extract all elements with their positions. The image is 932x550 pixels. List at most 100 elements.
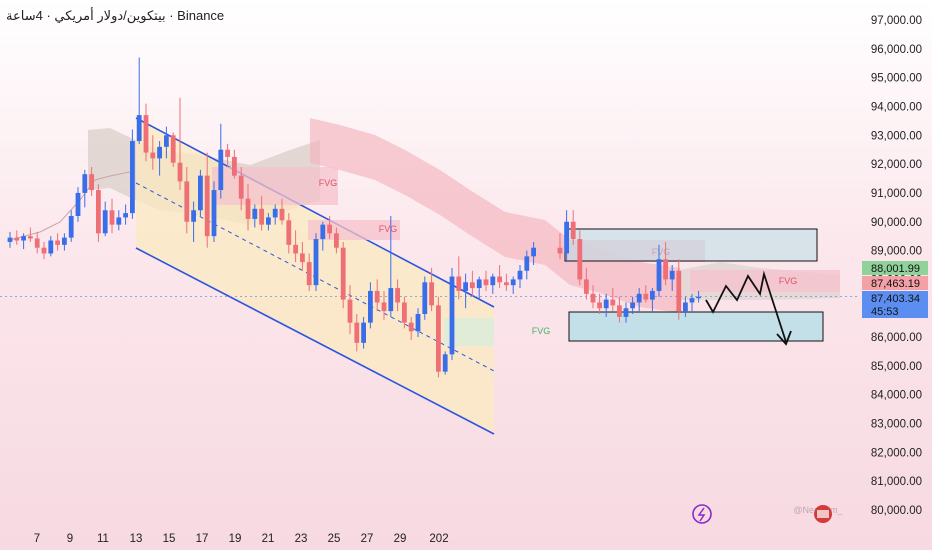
candle-body [34, 238, 40, 248]
candle-body [259, 208, 264, 225]
candle-body [89, 174, 94, 191]
candle-body [327, 224, 332, 234]
candle-body [476, 279, 482, 289]
candle-body [623, 308, 629, 317]
date-tick-label: 23 [295, 533, 308, 545]
price-tag-bg [862, 304, 928, 318]
candle-body [300, 253, 305, 263]
date-tick-label: 11 [97, 533, 109, 545]
candle-body [442, 354, 448, 372]
candle-body [617, 305, 622, 317]
channel-lower-line [135, 247, 495, 435]
candle-body [429, 282, 434, 306]
price-tag-label: 45:53 [871, 306, 899, 318]
candle-body [28, 236, 33, 239]
date-tick-label: 21 [262, 533, 275, 545]
fvg-label: FVG [319, 178, 338, 188]
candle-body [463, 282, 468, 291]
candle-body [116, 217, 122, 225]
candle-body [676, 270, 682, 312]
candle-body [436, 305, 441, 372]
candle-body [689, 298, 695, 303]
candle-body [238, 175, 244, 199]
candle-body [14, 237, 20, 241]
candle-body [286, 220, 292, 245]
candle-body [696, 296, 701, 299]
candle-body [177, 162, 183, 182]
date-tick-label: 202 [429, 533, 448, 545]
date-tick-label: 25 [328, 533, 341, 545]
price-tick-label: 94,000.00 [871, 101, 922, 113]
candle-body [374, 290, 380, 303]
candle-body [245, 198, 251, 219]
date-tick-label: 27 [361, 533, 374, 545]
candle-body [388, 288, 394, 312]
price-tick-label: 93,000.00 [871, 130, 922, 142]
candle-body [449, 276, 455, 355]
candle-body [211, 190, 217, 237]
candle-body [564, 221, 569, 254]
candle-body [150, 152, 156, 159]
candle-body [510, 279, 516, 286]
candle-body [656, 259, 662, 291]
fvg-label: FVG [779, 276, 798, 286]
candle-body [422, 282, 428, 314]
candle-body [557, 247, 563, 254]
candle-body [41, 247, 47, 254]
candle-body [62, 237, 67, 245]
candle-body [663, 259, 668, 280]
candle-body [643, 293, 649, 300]
fvg-box [690, 270, 840, 292]
candle-body [130, 141, 135, 214]
candle-body [524, 256, 530, 271]
supply-zone-box [564, 228, 818, 262]
candle-body [490, 276, 496, 286]
candle-body [55, 240, 60, 245]
date-tick-label: 19 [229, 533, 242, 545]
candle-body [306, 262, 312, 286]
date-tick-label: 29 [394, 533, 407, 545]
candle-body [347, 299, 353, 323]
candle-body [650, 290, 655, 300]
candle-body [218, 149, 224, 191]
candle-body [225, 149, 230, 157]
candle-body [483, 279, 489, 286]
price-tick-label: 92,000.00 [871, 159, 922, 171]
candle-body [198, 175, 203, 211]
price-tick-label: 91,000.00 [871, 188, 922, 200]
price-tick-label: 96,000.00 [871, 44, 922, 56]
candle-body [279, 208, 285, 221]
candle-body [334, 233, 339, 248]
candle-body [170, 135, 176, 163]
price-tick-label: 97,000.00 [871, 15, 922, 27]
candle-body [109, 210, 115, 225]
candle-body [636, 293, 642, 303]
candle-body [7, 237, 13, 242]
lightning-icon [697, 507, 706, 522]
price-tag-bg [862, 291, 928, 305]
price-tag-bg [862, 276, 928, 290]
candle-body [164, 135, 169, 147]
candle-body [272, 208, 278, 218]
candle-body [143, 115, 149, 153]
price-tick-label: 82,000.00 [871, 447, 922, 459]
candle-body [123, 213, 128, 218]
fvg-label: FVG [379, 224, 398, 234]
channel-upper-line [135, 117, 495, 308]
price-tick-label: 95,000.00 [871, 73, 922, 85]
candle-body [191, 210, 196, 222]
candle-body [415, 314, 421, 332]
candle-body [368, 290, 373, 323]
candle-body [157, 146, 162, 159]
candle-body [102, 210, 108, 234]
candle-body [232, 156, 237, 176]
date-tick-label: 17 [196, 533, 209, 545]
candle-body [456, 276, 462, 291]
candle-body [497, 276, 502, 283]
fvg-label: FVG [532, 326, 551, 336]
symbol-header: Binance · بيتكوين/دولار أمريكي · 4ساعة [6, 8, 225, 23]
price-tag-bg [862, 261, 928, 275]
candle-body [320, 224, 326, 240]
